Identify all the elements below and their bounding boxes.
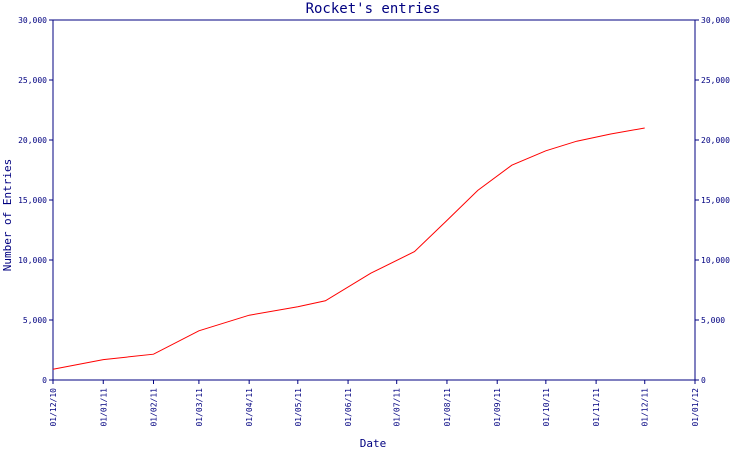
x-tick-label: 01/02/11: [150, 388, 159, 427]
series-line-0: [52, 127, 645, 370]
x-tick-label: 01/04/11: [245, 388, 254, 427]
x-axis-ticks: 01/12/10 01/01/11 01/02/11 01/03/11 01/04/11…: [49, 380, 700, 427]
x-tick-label: 01/11/11: [592, 388, 601, 427]
x-axis-label: Date: [360, 437, 387, 450]
x-tick-label: 01/12/10: [49, 388, 58, 427]
x-tick-label: 01/05/11: [294, 388, 303, 427]
y-tick-label-left: 20,000: [18, 136, 47, 145]
y-tick-label-right: 10,000: [701, 256, 730, 265]
x-tick-label: 01/09/11: [493, 388, 502, 427]
series-layer: [52, 127, 645, 370]
y-tick-label-right: 0: [701, 376, 706, 385]
x-tick-label: 01/06/11: [344, 388, 353, 427]
y-tick-label-left: 15,000: [18, 196, 47, 205]
y-tick-label-left: 0: [42, 376, 47, 385]
chart-title: Rocket's entries: [306, 1, 441, 17]
y-tick-label-left: 10,000: [18, 256, 47, 265]
y-axis-label: Number of Entries: [1, 159, 14, 272]
x-tick-label: 01/03/11: [195, 388, 204, 427]
y-tick-label-right: 5,000: [701, 316, 725, 325]
x-tick-label: 01/12/11: [641, 388, 650, 427]
x-tick-label: 01/08/11: [443, 388, 452, 427]
y-tick-label-left: 30,000: [18, 16, 47, 25]
plot-area: [52, 19, 696, 381]
y-tick-label-right: 25,000: [701, 76, 730, 85]
y-tick-label-right: 20,000: [701, 136, 730, 145]
y-tick-label-right: 30,000: [701, 16, 730, 25]
x-tick-label: 01/01/12: [691, 388, 700, 427]
x-tick-label: 01/01/11: [99, 388, 108, 427]
y-tick-label-right: 15,000: [701, 196, 730, 205]
x-tick-label: 01/10/11: [542, 388, 551, 427]
y-tick-label-left: 5,000: [23, 316, 47, 325]
x-tick-label: 01/07/11: [393, 388, 402, 427]
y-tick-label-left: 25,000: [18, 76, 47, 85]
y-axis-ticks: 0 0 5,000 5,000 10,000 10,000 15,000 15,000 20,0…: [18, 16, 730, 385]
